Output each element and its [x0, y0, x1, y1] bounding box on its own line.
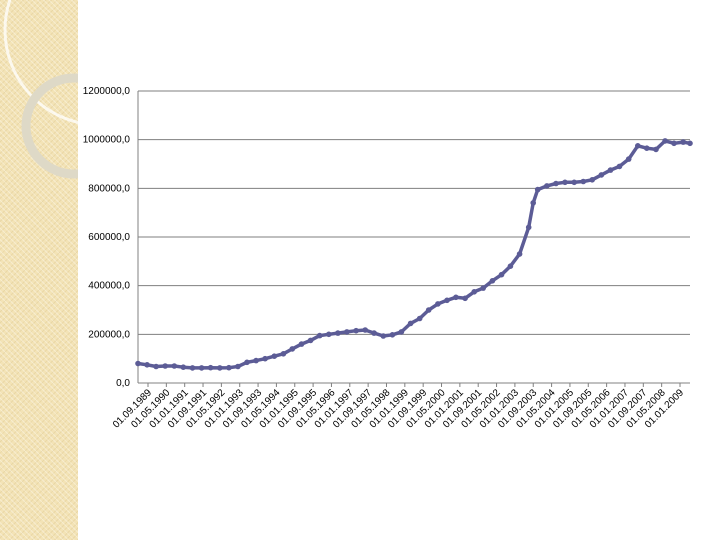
y-axis-tick-labels: 0,0 200000,0 400000,0 600000,0 800000,0 10000…	[83, 86, 131, 389]
data-point	[425, 307, 432, 313]
data-point	[498, 271, 505, 278]
data-point	[598, 172, 605, 178]
data-point	[180, 364, 187, 371]
data-point	[553, 180, 559, 187]
data-point	[271, 353, 278, 360]
data-point	[616, 163, 623, 170]
data-point	[135, 360, 141, 367]
data-point	[326, 331, 332, 338]
data-point	[235, 363, 241, 370]
data-point	[444, 297, 450, 304]
data-point	[253, 357, 259, 364]
data-point	[687, 140, 693, 147]
data-point	[607, 167, 614, 173]
data-point	[189, 365, 196, 371]
data-point	[644, 145, 650, 151]
gridlines	[138, 90, 690, 335]
data-point	[153, 363, 159, 370]
data-point	[625, 156, 632, 162]
data-point	[653, 146, 659, 153]
data-point	[480, 285, 487, 291]
y-tick-label: 200000,0	[88, 329, 130, 340]
decorative-rings	[3, 0, 78, 179]
data-point	[162, 363, 168, 369]
data-point	[289, 346, 296, 352]
axes	[137, 91, 690, 384]
data-point	[571, 179, 577, 186]
data-point	[435, 301, 441, 307]
slide-sidebar	[0, 0, 78, 540]
data-point	[407, 320, 414, 327]
data-point	[307, 337, 314, 344]
data-point	[371, 330, 377, 336]
series-layer	[135, 138, 693, 371]
data-point	[489, 278, 496, 284]
data-point	[671, 140, 677, 147]
data-point	[389, 332, 396, 338]
data-point	[507, 263, 514, 269]
data-point	[635, 143, 641, 149]
data-point	[471, 289, 478, 295]
data-point	[380, 333, 387, 339]
data-point	[562, 179, 568, 186]
data-point	[244, 359, 250, 366]
data-point	[298, 341, 305, 347]
data-point	[171, 363, 178, 369]
data-point	[462, 295, 468, 302]
data-point	[262, 355, 268, 362]
data-point	[453, 294, 459, 301]
y-tick-label: 400000,0	[88, 281, 130, 292]
line-chart: 0,0 200000,0 400000,0 600000,0 800000,0 10000…	[83, 86, 693, 431]
data-point	[416, 315, 423, 322]
y-tick-label: 800000,0	[88, 183, 130, 194]
data-point	[335, 330, 341, 336]
data-point	[344, 329, 350, 335]
data-point	[534, 186, 541, 193]
data-point	[662, 138, 668, 144]
data-point	[525, 224, 532, 231]
data-point	[516, 251, 523, 257]
y-tick-label: 1200000,0	[83, 86, 131, 97]
data-point	[280, 351, 287, 357]
y-tick-label: 0,0	[116, 378, 130, 389]
y-tick-label: 1000000,0	[83, 135, 131, 146]
decorative-ring-small	[21, 73, 78, 179]
x-axis-tick-labels: 01.09.198901.05.199001.01.199101.09.1991…	[111, 383, 686, 431]
data-point	[207, 364, 214, 371]
data-point	[530, 200, 536, 206]
decorative-ring-large	[3, 0, 78, 124]
y-tick-label: 600000,0	[88, 232, 130, 243]
data-point	[589, 177, 595, 183]
data-point	[398, 329, 405, 335]
chart-panel: 0,0 200000,0 400000,0 600000,0 800000,0 10000…	[78, 78, 700, 446]
data-point	[353, 327, 359, 334]
data-point	[226, 364, 232, 371]
data-point	[362, 327, 369, 333]
data-point	[316, 332, 323, 339]
data-point	[144, 362, 150, 368]
data-point	[198, 365, 205, 371]
data-point	[580, 178, 587, 185]
data-point	[680, 139, 686, 145]
data-point	[217, 365, 223, 371]
data-point	[544, 183, 550, 189]
